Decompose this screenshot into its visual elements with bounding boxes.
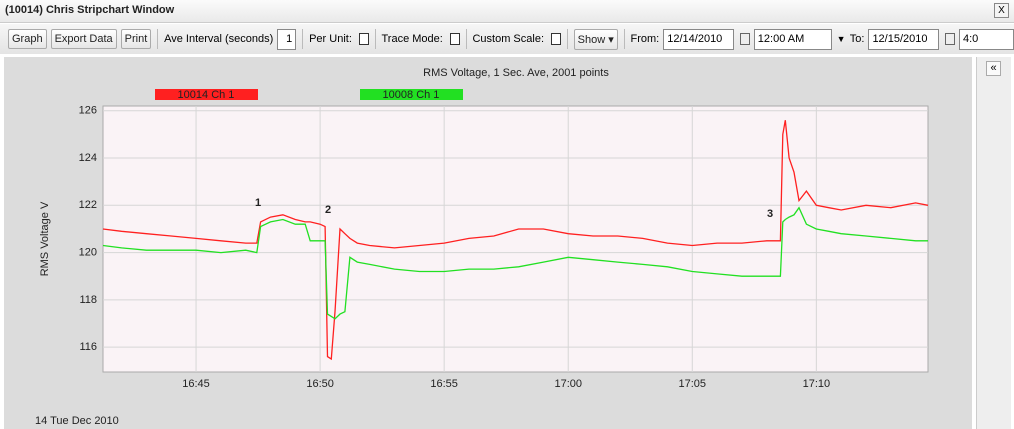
x-tick-label: 16:50 [306,378,334,390]
separator [465,29,467,49]
graph-button[interactable]: Graph [8,29,47,49]
calendar-button[interactable] [945,33,955,45]
to-label: To: [849,33,865,45]
legend-label: 10008 Ch 1 [383,89,440,101]
trace-mode-checkbox[interactable] [449,33,460,45]
per-unit-checkbox[interactable] [358,33,369,45]
side-panel: « [976,57,1011,429]
y-tick-label: 116 [79,341,97,353]
per-unit-label: Per Unit: [309,33,352,45]
from-date[interactable]: 12/14/2010 [663,28,734,50]
x-tick-label: 16:55 [430,378,458,390]
separator [623,29,625,49]
ave-interval-label: Ave Interval (seconds) [164,33,274,45]
custom-scale-label: Custom Scale: [472,33,544,45]
from-label: From: [630,33,660,45]
separator [157,29,159,49]
y-axis-label: RMS Voltage V [39,201,51,276]
export-button[interactable]: Export Data [50,29,117,49]
separator [302,29,304,49]
x-tick-label: 17:05 [679,378,707,390]
y-tick-label: 122 [79,199,97,211]
legend-swatch [360,89,463,100]
to-date[interactable]: 12/15/2010 [868,28,940,50]
x-tick-label: 17:00 [554,378,582,390]
custom-scale-checkbox[interactable] [551,33,561,45]
to-date-text: 12/15/2010 [872,32,928,45]
x-tick-label: 16:45 [182,378,210,390]
from-time-text: 12:00 AM [757,32,805,45]
annotation: 3 [767,208,773,220]
to-time[interactable]: 4:0 [958,28,1014,50]
chart-title: RMS Voltage, 1 Sec. Ave, 2001 points [423,67,609,79]
line-series [102,120,929,361]
annotation: 1 [255,197,261,209]
show-label: Show [577,33,606,46]
window-title: (10014) Chris Stripchart Window [5,4,175,16]
y-tick-label: 126 [79,105,97,117]
separator [374,29,376,49]
ave-interval-input[interactable]: 1 [277,28,297,50]
to-time-text: 4:0 [962,32,979,45]
x-axis-label: 14 Tue Dec 2010 [35,415,119,427]
title-bar: (10014) Chris Stripchart Window X [0,0,1014,23]
legend-swatch [155,89,258,100]
dropdown-arrow[interactable]: ▼ [836,34,846,44]
toolbar: Graph Export Data Print Ave Interval (se… [0,24,1014,54]
from-date-text: 12/14/2010 [667,32,723,45]
print-button[interactable]: Print [120,29,152,49]
line-series [102,206,928,320]
x-tick-label: 17:10 [803,378,831,390]
y-tick-label: 124 [79,152,97,164]
calendar-button[interactable] [739,33,750,45]
separator [566,29,568,49]
annotation: 2 [325,204,331,216]
legend-label: 10014 Ch 1 [178,89,235,101]
y-tick-label: 120 [79,247,97,259]
show-button[interactable]: Show ▾ [573,28,618,50]
y-tick-label: 118 [79,294,97,306]
collapse-button[interactable]: « [986,61,1001,76]
trace-mode-label: Trace Mode: [381,33,443,45]
close-button[interactable]: X [994,3,1009,18]
from-time[interactable]: 12:00 AM [753,28,833,50]
plot-area [102,105,929,373]
